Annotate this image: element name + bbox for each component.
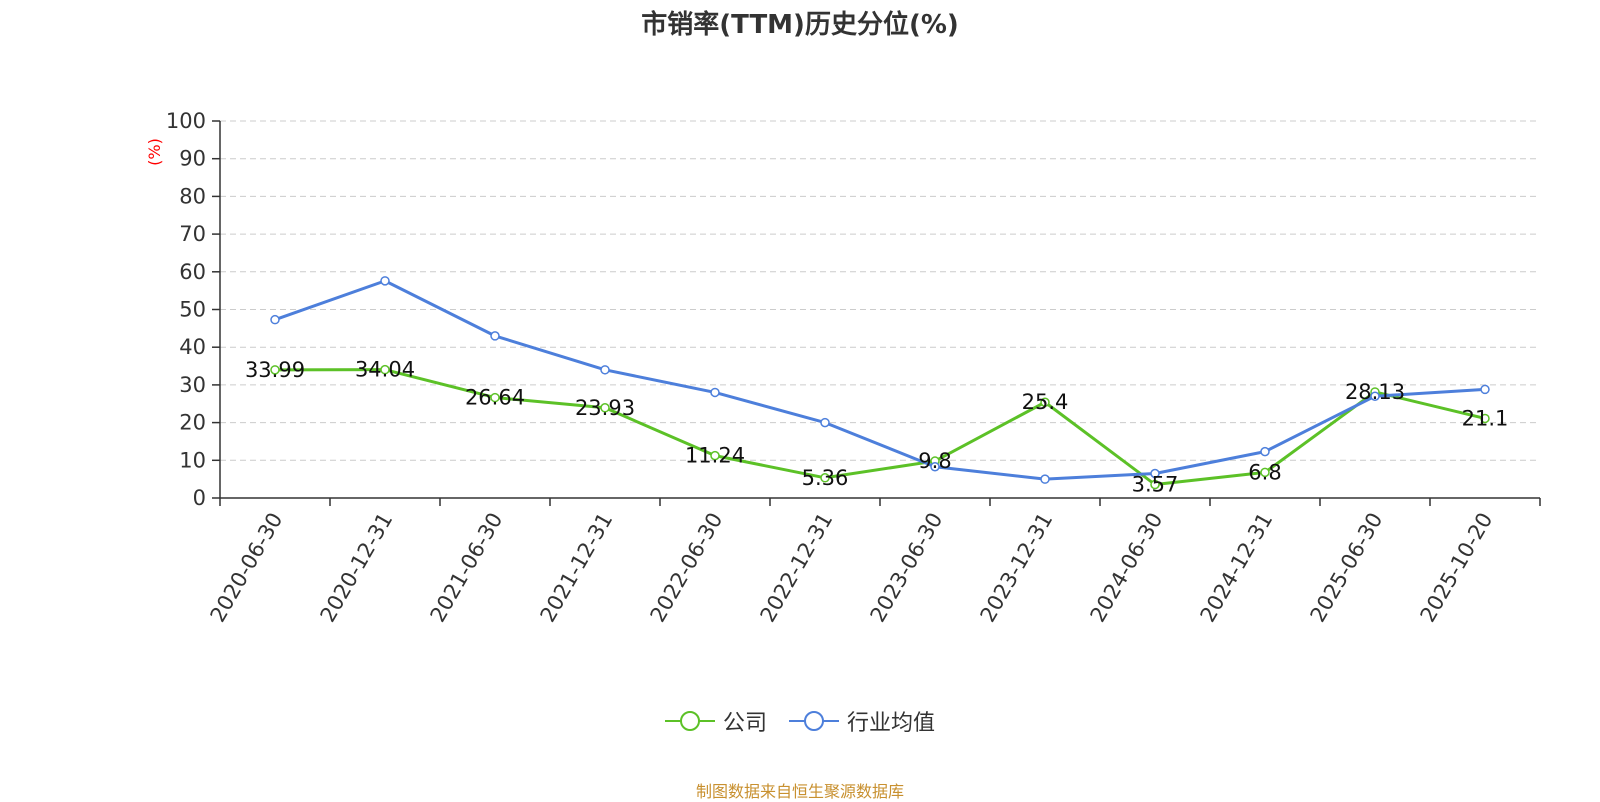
data-point [1150, 468, 1160, 479]
x-tick-label: 2020-12-31 [316, 509, 398, 627]
x-tick-label: 2024-06-30 [1086, 509, 1168, 627]
x-tick-label: 2022-12-31 [756, 509, 838, 627]
x-tick-label: 2024-12-31 [1196, 509, 1278, 627]
x-tick-label: 2025-06-30 [1306, 509, 1388, 627]
data-point [710, 387, 720, 398]
data-point [820, 417, 830, 428]
y-tick-label: 20 [179, 411, 206, 435]
data-point [1370, 391, 1380, 401]
data-point [270, 314, 280, 325]
data-point [490, 392, 500, 403]
data-label: 28.13 [1345, 380, 1405, 404]
data-point [1040, 474, 1050, 484]
data-label: 9.8 [918, 449, 951, 473]
data-point [380, 276, 390, 286]
data-label: 25.4 [1022, 390, 1069, 414]
chart-title: 市销率(TTM)历史分位(%) [641, 10, 959, 40]
data-labels: 33.99 34.04 26.64 23.93 11.24 5.36 9.8 25.4 3.57… [245, 358, 1508, 497]
y-tick-label: 60 [179, 260, 206, 284]
legend-label: 行业均值 [847, 711, 936, 736]
y-tick-label: 40 [179, 335, 206, 359]
grid-lines [220, 120, 1540, 461]
data-point [600, 403, 610, 413]
y-tick-label: 100 [166, 109, 206, 133]
data-point [1480, 384, 1490, 395]
data-point [490, 331, 500, 341]
data-point [1150, 479, 1160, 490]
y-axis-label: (%) [145, 138, 164, 166]
data-label: 21.1 [1462, 406, 1509, 430]
x-tick-label: 2022-06-30 [646, 509, 728, 627]
data-point [1040, 397, 1050, 407]
series-line [274, 368, 1486, 487]
data-label: 34.04 [355, 358, 415, 382]
legend-item[interactable]: 公司 [664, 705, 767, 737]
data-point [930, 461, 940, 472]
legend: 公司 行业均值 [0, 705, 1600, 737]
data-point [820, 473, 830, 483]
data-point [1260, 467, 1270, 478]
data-label: 6.8 [1248, 460, 1281, 484]
legend-label: 公司 [722, 711, 767, 736]
data-label: 26.64 [465, 386, 525, 410]
y-tick-label: 10 [179, 448, 206, 472]
data-label: 5.36 [802, 466, 849, 490]
x-tick-label: 2023-12-31 [976, 509, 1058, 627]
x-tick-label: 2023-06-30 [866, 509, 948, 627]
data-label: 11.24 [685, 444, 745, 468]
legend-line-circle-icon [789, 711, 839, 731]
y-tick-label: 90 [179, 147, 206, 171]
y-tick-label: 70 [179, 222, 206, 246]
series-line [274, 279, 1486, 481]
data-point [1480, 413, 1490, 424]
x-tick-label: 2021-12-31 [536, 509, 618, 627]
y-tick-label: 0 [193, 486, 206, 510]
series-lines [270, 276, 1490, 490]
data-point [600, 365, 610, 375]
y-tick-label: 30 [179, 373, 206, 397]
x-tick-label: 2021-06-30 [426, 509, 508, 627]
y-tick-label: 50 [179, 298, 206, 322]
data-label: 3.57 [1132, 473, 1179, 497]
legend-item[interactable]: 行业均值 [789, 705, 935, 737]
y-tick-label: 80 [179, 184, 206, 208]
data-point [710, 450, 720, 461]
x-tick-label: 2020-06-30 [206, 509, 288, 627]
x-tick-label: 2025-10-20 [1416, 509, 1498, 627]
data-label: 23.93 [575, 396, 635, 420]
data-point [380, 364, 390, 375]
data-point [270, 365, 280, 375]
legend-line-circle-icon [664, 711, 715, 731]
source-note: 制图数据来自恒生聚源数据库 [695, 782, 904, 801]
data-point [1260, 446, 1270, 457]
data-label: 33.99 [245, 358, 305, 382]
